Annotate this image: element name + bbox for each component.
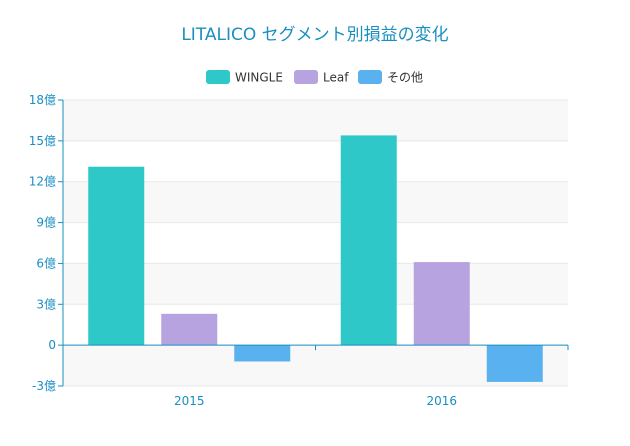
grid-band bbox=[63, 263, 568, 305]
bar-WINGLE-2016[interactable] bbox=[340, 135, 397, 346]
y-tick-label: 12億 bbox=[29, 175, 56, 189]
legend-label-1: Leaf bbox=[323, 71, 349, 85]
bar-Leaf-2015[interactable] bbox=[161, 313, 218, 346]
grid-band bbox=[63, 181, 568, 223]
chart-title: LITALICO セグメント別損益の変化 bbox=[181, 25, 448, 45]
legend-label-0: WINGLE bbox=[235, 71, 283, 85]
y-tick-label: 6億 bbox=[36, 256, 56, 270]
grid-band bbox=[63, 345, 568, 386]
grid-band bbox=[63, 100, 568, 141]
legend: WINGLE Leaf その他 bbox=[206, 70, 423, 85]
bar-WINGLE-2015[interactable] bbox=[88, 166, 145, 346]
y-tick-label: 0 bbox=[48, 338, 56, 352]
axes: -3億 0 3億 6億 9億 12億 15億 18億 2015 2016 bbox=[29, 93, 569, 408]
legend-label-2: その他 bbox=[387, 71, 423, 85]
y-tick-label: 15億 bbox=[29, 134, 56, 148]
x-tick-label-2016: 2016 bbox=[426, 394, 457, 408]
y-tick-label: 9億 bbox=[36, 216, 56, 230]
x-tick-label-2015: 2015 bbox=[174, 394, 205, 408]
legend-swatch-0[interactable] bbox=[206, 70, 230, 84]
legend-swatch-2[interactable] bbox=[358, 70, 382, 84]
y-tick-label: -3億 bbox=[32, 379, 56, 393]
bar-Leaf-2016[interactable] bbox=[413, 262, 470, 346]
y-tick-label: 3億 bbox=[36, 297, 56, 311]
bar-その他-2015[interactable] bbox=[234, 345, 291, 362]
legend-swatch-1[interactable] bbox=[294, 70, 318, 84]
bar-その他-2016[interactable] bbox=[486, 345, 543, 382]
bars bbox=[88, 135, 543, 382]
y-tick-label: 18億 bbox=[29, 93, 56, 107]
